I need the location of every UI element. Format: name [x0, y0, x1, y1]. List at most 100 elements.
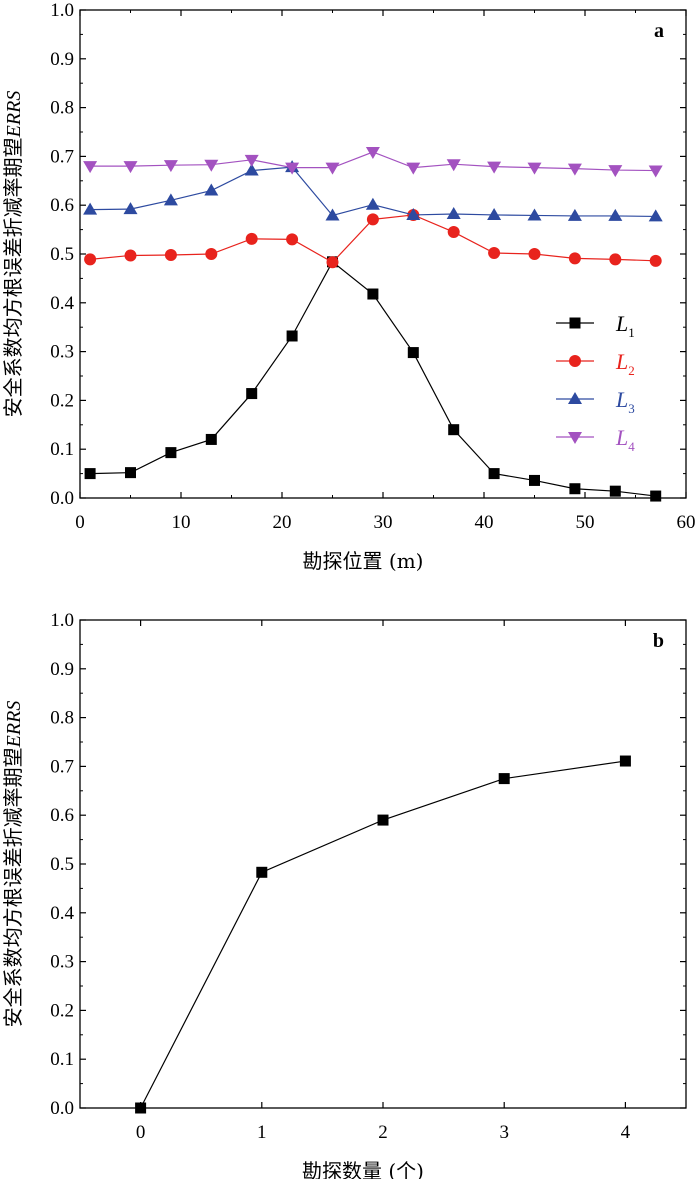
data-point	[487, 207, 502, 220]
y-tick-label: 0.0	[50, 488, 74, 509]
legend-marker	[568, 432, 582, 444]
data-point	[406, 162, 421, 175]
y-tick-label: 0.6	[50, 195, 74, 216]
x-tick-label: 2	[378, 1122, 388, 1143]
x-tick-label: 0	[75, 512, 85, 533]
plot-frame	[79, 619, 687, 1109]
y-tick-label: 0.9	[50, 49, 74, 70]
data-point	[125, 467, 136, 479]
legend-label: L2	[615, 349, 635, 378]
data-point	[245, 232, 258, 245]
data-point	[446, 206, 461, 219]
legend-marker	[569, 355, 581, 367]
x-tick-label: 0	[136, 1122, 146, 1143]
data-point	[365, 197, 380, 210]
data-point	[567, 163, 582, 176]
y-tick-label: 0.4	[50, 903, 74, 924]
series-line	[140, 760, 626, 1109]
data-point	[498, 773, 510, 785]
data-point	[123, 202, 138, 215]
data-point	[569, 483, 581, 495]
data-point	[205, 248, 218, 260]
x-tick-label: 1	[257, 1122, 267, 1143]
data-point	[650, 490, 662, 502]
data-point	[165, 447, 177, 459]
data-point	[326, 256, 339, 269]
data-point	[377, 814, 389, 826]
x-axis-title: 勘探数量 (个)	[302, 1159, 424, 1179]
y-tick-label: 0.3	[50, 342, 74, 363]
panel-label: b	[653, 630, 664, 652]
data-point	[527, 208, 542, 221]
data-point	[325, 162, 340, 175]
data-point	[135, 1102, 147, 1114]
data-point	[407, 347, 419, 359]
legend-label: L4	[615, 425, 635, 454]
data-point	[608, 208, 623, 221]
y-tick-label: 0.9	[50, 659, 74, 680]
y-tick-label: 0.7	[50, 756, 74, 777]
data-point	[648, 209, 663, 222]
data-point	[487, 161, 502, 174]
y-tick-label: 0.4	[50, 293, 74, 314]
data-point	[286, 330, 298, 342]
data-point	[609, 485, 621, 497]
data-point	[246, 388, 258, 400]
y-tick-label: 0.5	[50, 244, 74, 265]
data-point	[528, 248, 541, 260]
chart-panel-b: 0.0 0.1 0.2 0.3 0.4 0.5 0.6 0.7 0.8 0.9 1.0 0 1 2 3 4 勘探…	[1, 610, 687, 1179]
x-tick-label: 4	[621, 1122, 631, 1143]
data-point	[567, 208, 582, 221]
y-tick-label: 0.6	[50, 805, 74, 826]
y-tick-label: 0.8	[50, 708, 74, 729]
legend-marker	[568, 392, 582, 404]
data-point	[123, 161, 138, 174]
data-point	[366, 213, 379, 226]
series-4	[83, 147, 663, 178]
data-point	[608, 165, 623, 178]
data-point	[244, 154, 259, 167]
data-point	[447, 226, 460, 239]
data-point	[163, 160, 178, 173]
series-2	[84, 208, 662, 269]
y-tick-label: 1.0	[50, 0, 74, 21]
data-point	[286, 233, 299, 246]
data-point	[649, 254, 662, 267]
data-point	[325, 208, 340, 221]
data-point	[204, 159, 219, 172]
x-axis-title: 勘探位置 (m)	[303, 549, 424, 573]
data-point	[406, 207, 421, 220]
data-point	[84, 253, 97, 266]
legend-entry: L3	[556, 387, 635, 416]
data-point	[609, 253, 622, 266]
y-tick-label: 0.1	[50, 439, 74, 460]
legend-marker	[569, 317, 581, 329]
x-tick-label: 20	[273, 512, 292, 533]
data-point	[256, 866, 268, 878]
legend-label: L1	[615, 311, 635, 340]
data-point	[163, 193, 178, 206]
x-tick-label: 10	[172, 512, 191, 533]
data-point	[83, 161, 98, 174]
data-point	[488, 247, 501, 260]
legend: L1 L2 L3 L4	[556, 311, 635, 454]
y-tick-label: 0.2	[50, 1000, 74, 1021]
legend-entry: L2	[556, 349, 635, 378]
data-point	[164, 248, 177, 261]
series-1	[135, 755, 631, 1114]
data-point	[527, 162, 542, 175]
series-1	[84, 256, 662, 502]
legend-entry: L1	[556, 311, 635, 340]
legend-label: L3	[615, 387, 635, 416]
data-point	[124, 249, 137, 262]
data-point	[365, 147, 380, 160]
data-point	[367, 288, 379, 300]
chart-panel-a: 0.0 0.1 0.2 0.3 0.4 0.5 0.6 0.7 0.8 0.9 1.0 0 10 20 30…	[1, 0, 696, 573]
data-point	[205, 433, 217, 445]
data-point	[446, 159, 461, 172]
x-tick-label: 50	[576, 512, 595, 533]
panel-label: a	[654, 20, 664, 42]
y-tick-label: 0.2	[50, 390, 74, 411]
y-tick-label: 1.0	[50, 610, 74, 631]
